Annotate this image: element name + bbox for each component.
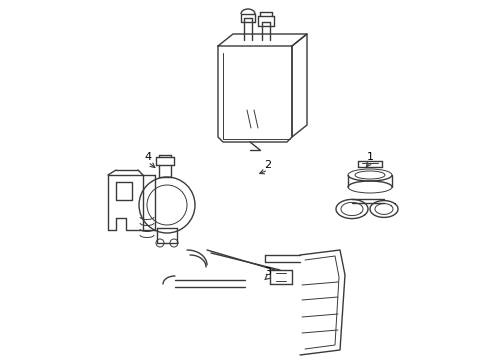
Text: 2: 2 [264, 160, 271, 170]
Text: 3: 3 [264, 267, 271, 277]
Text: 4: 4 [144, 152, 151, 162]
Text: 1: 1 [366, 152, 373, 162]
